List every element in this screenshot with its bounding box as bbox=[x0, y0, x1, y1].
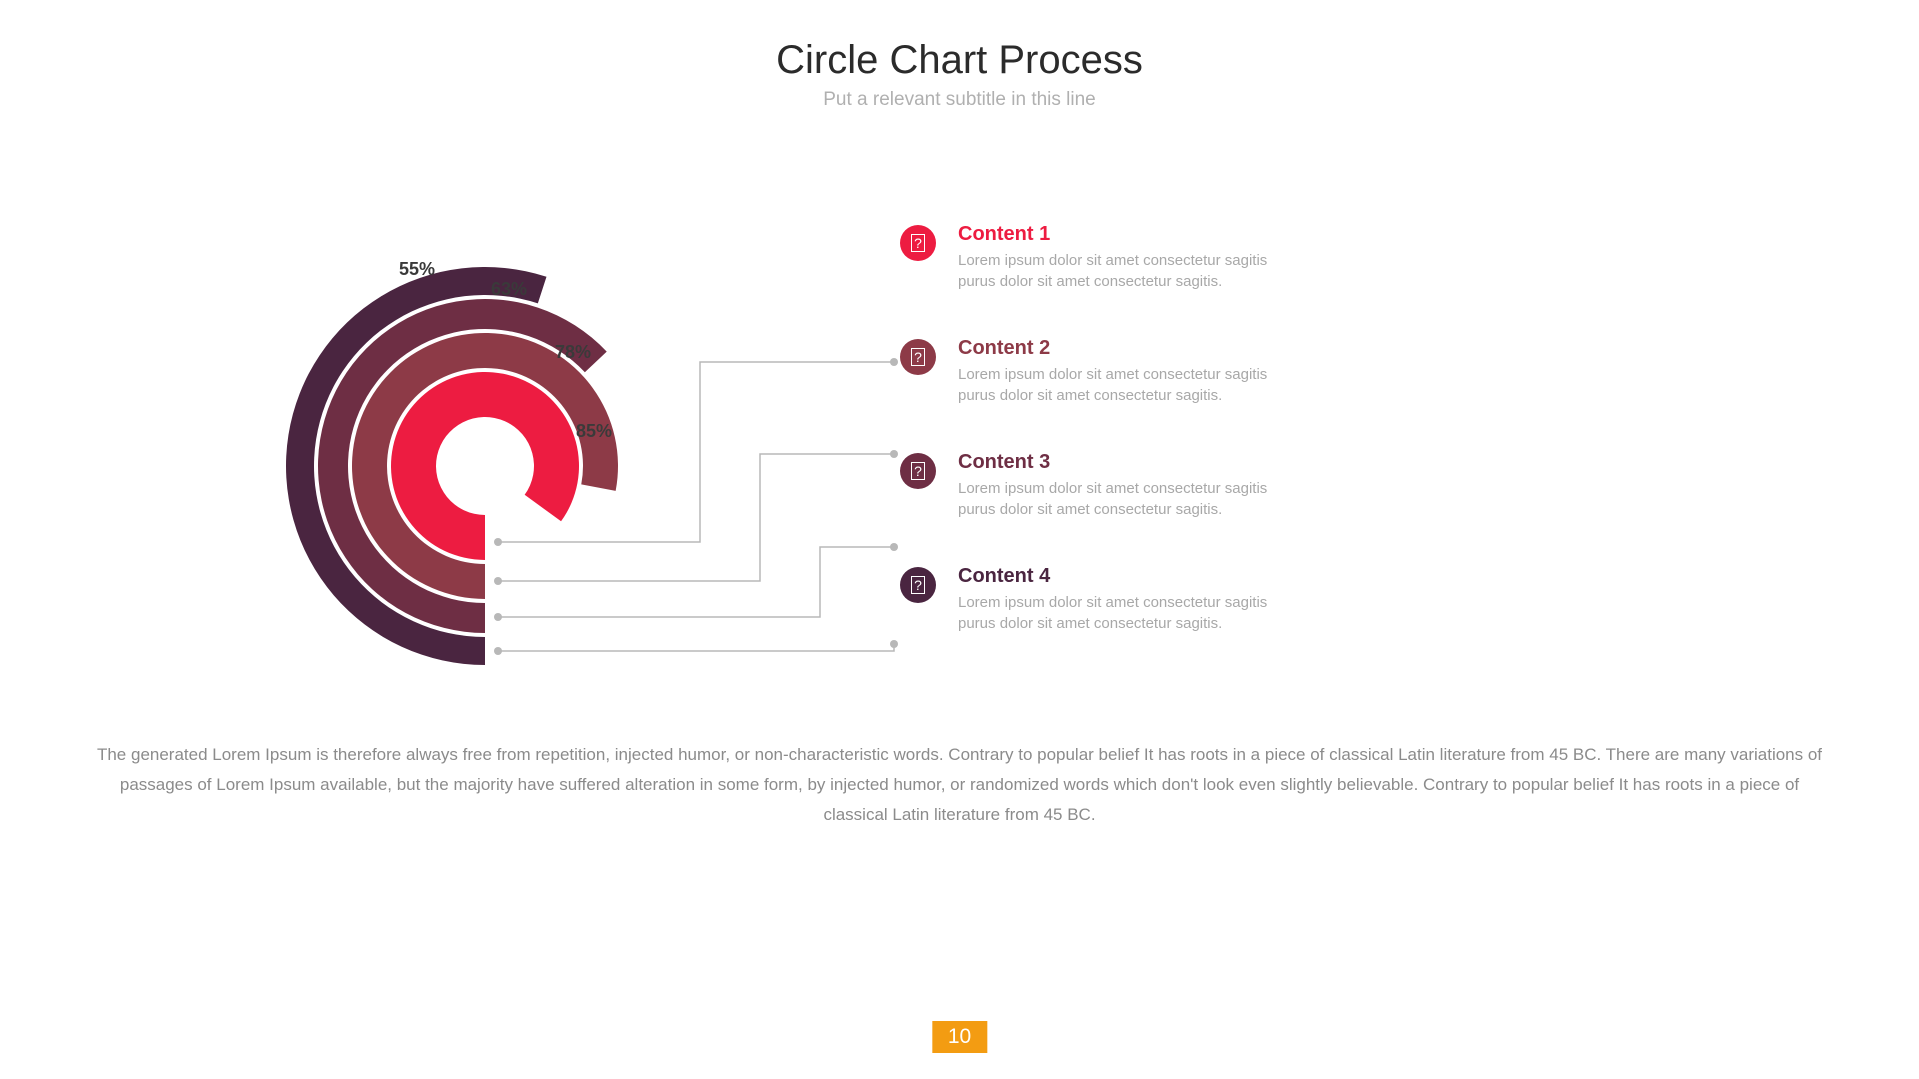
content-desc-4: Lorem ipsum dolor sit amet consectetur s… bbox=[958, 592, 1268, 634]
page-title: Circle Chart Process bbox=[0, 38, 1919, 83]
content-text-4: Content 4 Lorem ipsum dolor sit amet cons… bbox=[958, 565, 1268, 634]
title-block: Circle Chart Process Put a relevant subt… bbox=[0, 0, 1919, 111]
content-text-2: Content 2 Lorem ipsum dolor sit amet cons… bbox=[958, 337, 1268, 406]
content-text-1: Content 1 Lorem ipsum dolor sit amet cons… bbox=[958, 223, 1268, 292]
content-item-4: ? Content 4 Lorem ipsum dolor sit amet con… bbox=[900, 565, 1268, 634]
content-item-1: ? Content 1 Lorem ipsum dolor sit amet con… bbox=[900, 223, 1268, 292]
pct-label-ring2: 78% bbox=[555, 342, 591, 363]
pct-label-ring3: 63% bbox=[491, 279, 527, 300]
content-title-2: Content 2 bbox=[958, 337, 1268, 360]
content-title-3: Content 3 bbox=[958, 451, 1268, 474]
pct-label-ring4: 55% bbox=[399, 259, 435, 280]
content-item-2: ? Content 2 Lorem ipsum dolor sit amet con… bbox=[900, 337, 1268, 406]
placeholder-icon: ? bbox=[911, 462, 925, 480]
page-number-badge: 10 bbox=[932, 1021, 987, 1053]
content-badge-2: ? bbox=[900, 339, 936, 375]
placeholder-icon: ? bbox=[911, 576, 925, 594]
content-desc-3: Lorem ipsum dolor sit amet consectetur s… bbox=[958, 478, 1268, 520]
page-subtitle: Put a relevant subtitle in this line bbox=[0, 89, 1919, 111]
main-area: 85% 78% 63% 55% ? Content 1 Lorem ipsum dolor… bbox=[0, 111, 1919, 731]
content-list: ? Content 1 Lorem ipsum dolor sit amet con… bbox=[900, 223, 1268, 679]
placeholder-icon: ? bbox=[911, 234, 925, 252]
content-desc-2: Lorem ipsum dolor sit amet consectetur s… bbox=[958, 364, 1268, 406]
content-desc-1: Lorem ipsum dolor sit amet consectetur s… bbox=[958, 250, 1268, 292]
footer-paragraph: The generated Lorem Ipsum is therefore a… bbox=[90, 740, 1829, 829]
pct-label-ring1: 85% bbox=[576, 421, 612, 442]
arc-ring1 bbox=[391, 372, 579, 560]
content-text-3: Content 3 Lorem ipsum dolor sit amet cons… bbox=[958, 451, 1268, 520]
placeholder-icon: ? bbox=[911, 348, 925, 366]
content-title-1: Content 1 bbox=[958, 223, 1268, 246]
content-badge-1: ? bbox=[900, 225, 936, 261]
content-badge-3: ? bbox=[900, 453, 936, 489]
content-badge-4: ? bbox=[900, 567, 936, 603]
content-title-4: Content 4 bbox=[958, 565, 1268, 588]
content-item-3: ? Content 3 Lorem ipsum dolor sit amet con… bbox=[900, 451, 1268, 520]
